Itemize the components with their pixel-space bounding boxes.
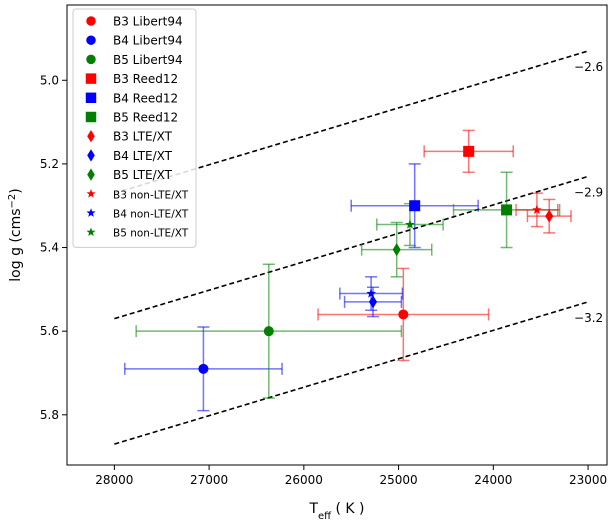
- legend-label: B5 LTE/XT: [113, 168, 173, 182]
- plot-frame: [66, 4, 608, 466]
- legend-marker: [87, 130, 95, 143]
- data-point: [409, 200, 421, 212]
- legend-marker: [85, 73, 97, 84]
- reference-line: [114, 301, 589, 445]
- y-tick-label: 5.0: [40, 73, 59, 87]
- legend-entry: B3 Libert94: [86, 15, 183, 29]
- legend-marker: [86, 54, 96, 65]
- y-axis-label: log g (cms−2): [7, 188, 25, 281]
- legend-entry: B5 Libert94: [86, 53, 183, 67]
- data-markers: [198, 145, 554, 374]
- legend-label: B5 Libert94: [113, 53, 183, 67]
- reference-line: [114, 175, 589, 320]
- legend-entry: B4 LTE/XT: [87, 149, 173, 163]
- legend: B3 Libert94 B4 Libert94 B5 Libert94 B3 Reed…: [72, 8, 197, 248]
- legend-box: [72, 8, 197, 248]
- legend-entry: B3 non-LTE/XT: [86, 189, 189, 201]
- legend-entry: B5 LTE/XT: [87, 168, 173, 182]
- legend-marker: [86, 208, 96, 217]
- y-tick-label: 5.4: [40, 241, 59, 255]
- legend-entry: B3 LTE/XT: [87, 130, 173, 144]
- x-axis-label-unit: ( K ): [331, 501, 364, 517]
- legend-entry: B5 non-LTE/XT: [86, 227, 189, 240]
- y-tick-label: 5.8: [40, 408, 59, 422]
- x-axis-label-subscript: eff: [318, 511, 332, 520]
- legend-label: B4 LTE/XT: [113, 149, 173, 163]
- data-point: [463, 145, 475, 157]
- reference-line-labels: −2.6 −2.9 −3.2: [574, 60, 603, 325]
- x-tick-label: 27000: [190, 473, 228, 487]
- y-axis-ticks: 5.0 5.2 5.4 5.6 5.8: [40, 73, 67, 422]
- y-axis-label-close: ): [8, 188, 24, 193]
- legend-label: B3 LTE/XT: [113, 130, 173, 144]
- legend-entry: B3 Reed12: [85, 72, 178, 86]
- y-tick-label: 5.2: [40, 157, 59, 171]
- x-tick-label: 26000: [285, 473, 323, 487]
- legend-marker: [86, 189, 96, 198]
- legend-label: B4 Reed12: [113, 91, 178, 105]
- legend-entry: B4 non-LTE/XT: [86, 208, 189, 221]
- legend-label: B5 Reed12: [113, 111, 178, 125]
- x-tick-label: 23000: [569, 473, 607, 487]
- y-tick-label: 5.6: [40, 324, 59, 338]
- data-point: [545, 209, 554, 223]
- legend-label: B4 Libert94: [113, 34, 183, 48]
- legend-marker: [85, 111, 97, 123]
- data-point: [398, 309, 409, 320]
- data-point: [369, 295, 377, 309]
- reference-line-label: −2.9: [574, 185, 603, 199]
- x-tick-label: 28000: [95, 473, 133, 487]
- legend-entry: B4 Libert94: [86, 34, 183, 48]
- data-point: [198, 363, 209, 374]
- legend-entry: B5 Reed12: [85, 111, 178, 125]
- legend-marker: [87, 149, 95, 162]
- legend-marker: [86, 16, 96, 26]
- x-axis-label: Teff ( K ): [308, 501, 364, 520]
- legend-label: B3 Libert94: [113, 15, 183, 29]
- data-point: [392, 243, 401, 257]
- legend-marker: [86, 227, 96, 237]
- legend-marker: [87, 168, 95, 181]
- data-point: [532, 204, 542, 214]
- legend-marker: [86, 35, 96, 45]
- data-point: [366, 288, 376, 298]
- data-point: [501, 204, 513, 216]
- x-axis-ticks: 28000 27000 26000 25000 24000 23000: [95, 465, 607, 487]
- legend-label: B4 non-LTE/XT: [113, 209, 189, 221]
- legend-label: B3 Reed12: [113, 72, 178, 86]
- y-axis-label-superscript: −2: [7, 194, 18, 209]
- data-point: [405, 219, 415, 229]
- data-point: [263, 326, 274, 337]
- legend-label: B5 non-LTE/XT: [113, 228, 189, 240]
- legend-entry: B4 Reed12: [85, 91, 178, 105]
- reference-line-label: −2.6: [574, 60, 603, 74]
- legend-label: B3 non-LTE/XT: [113, 189, 189, 201]
- x-tick-label: 24000: [474, 473, 512, 487]
- legend-marker: [85, 92, 97, 104]
- x-tick-label: 25000: [379, 473, 417, 487]
- reference-line-label: −3.2: [574, 311, 603, 325]
